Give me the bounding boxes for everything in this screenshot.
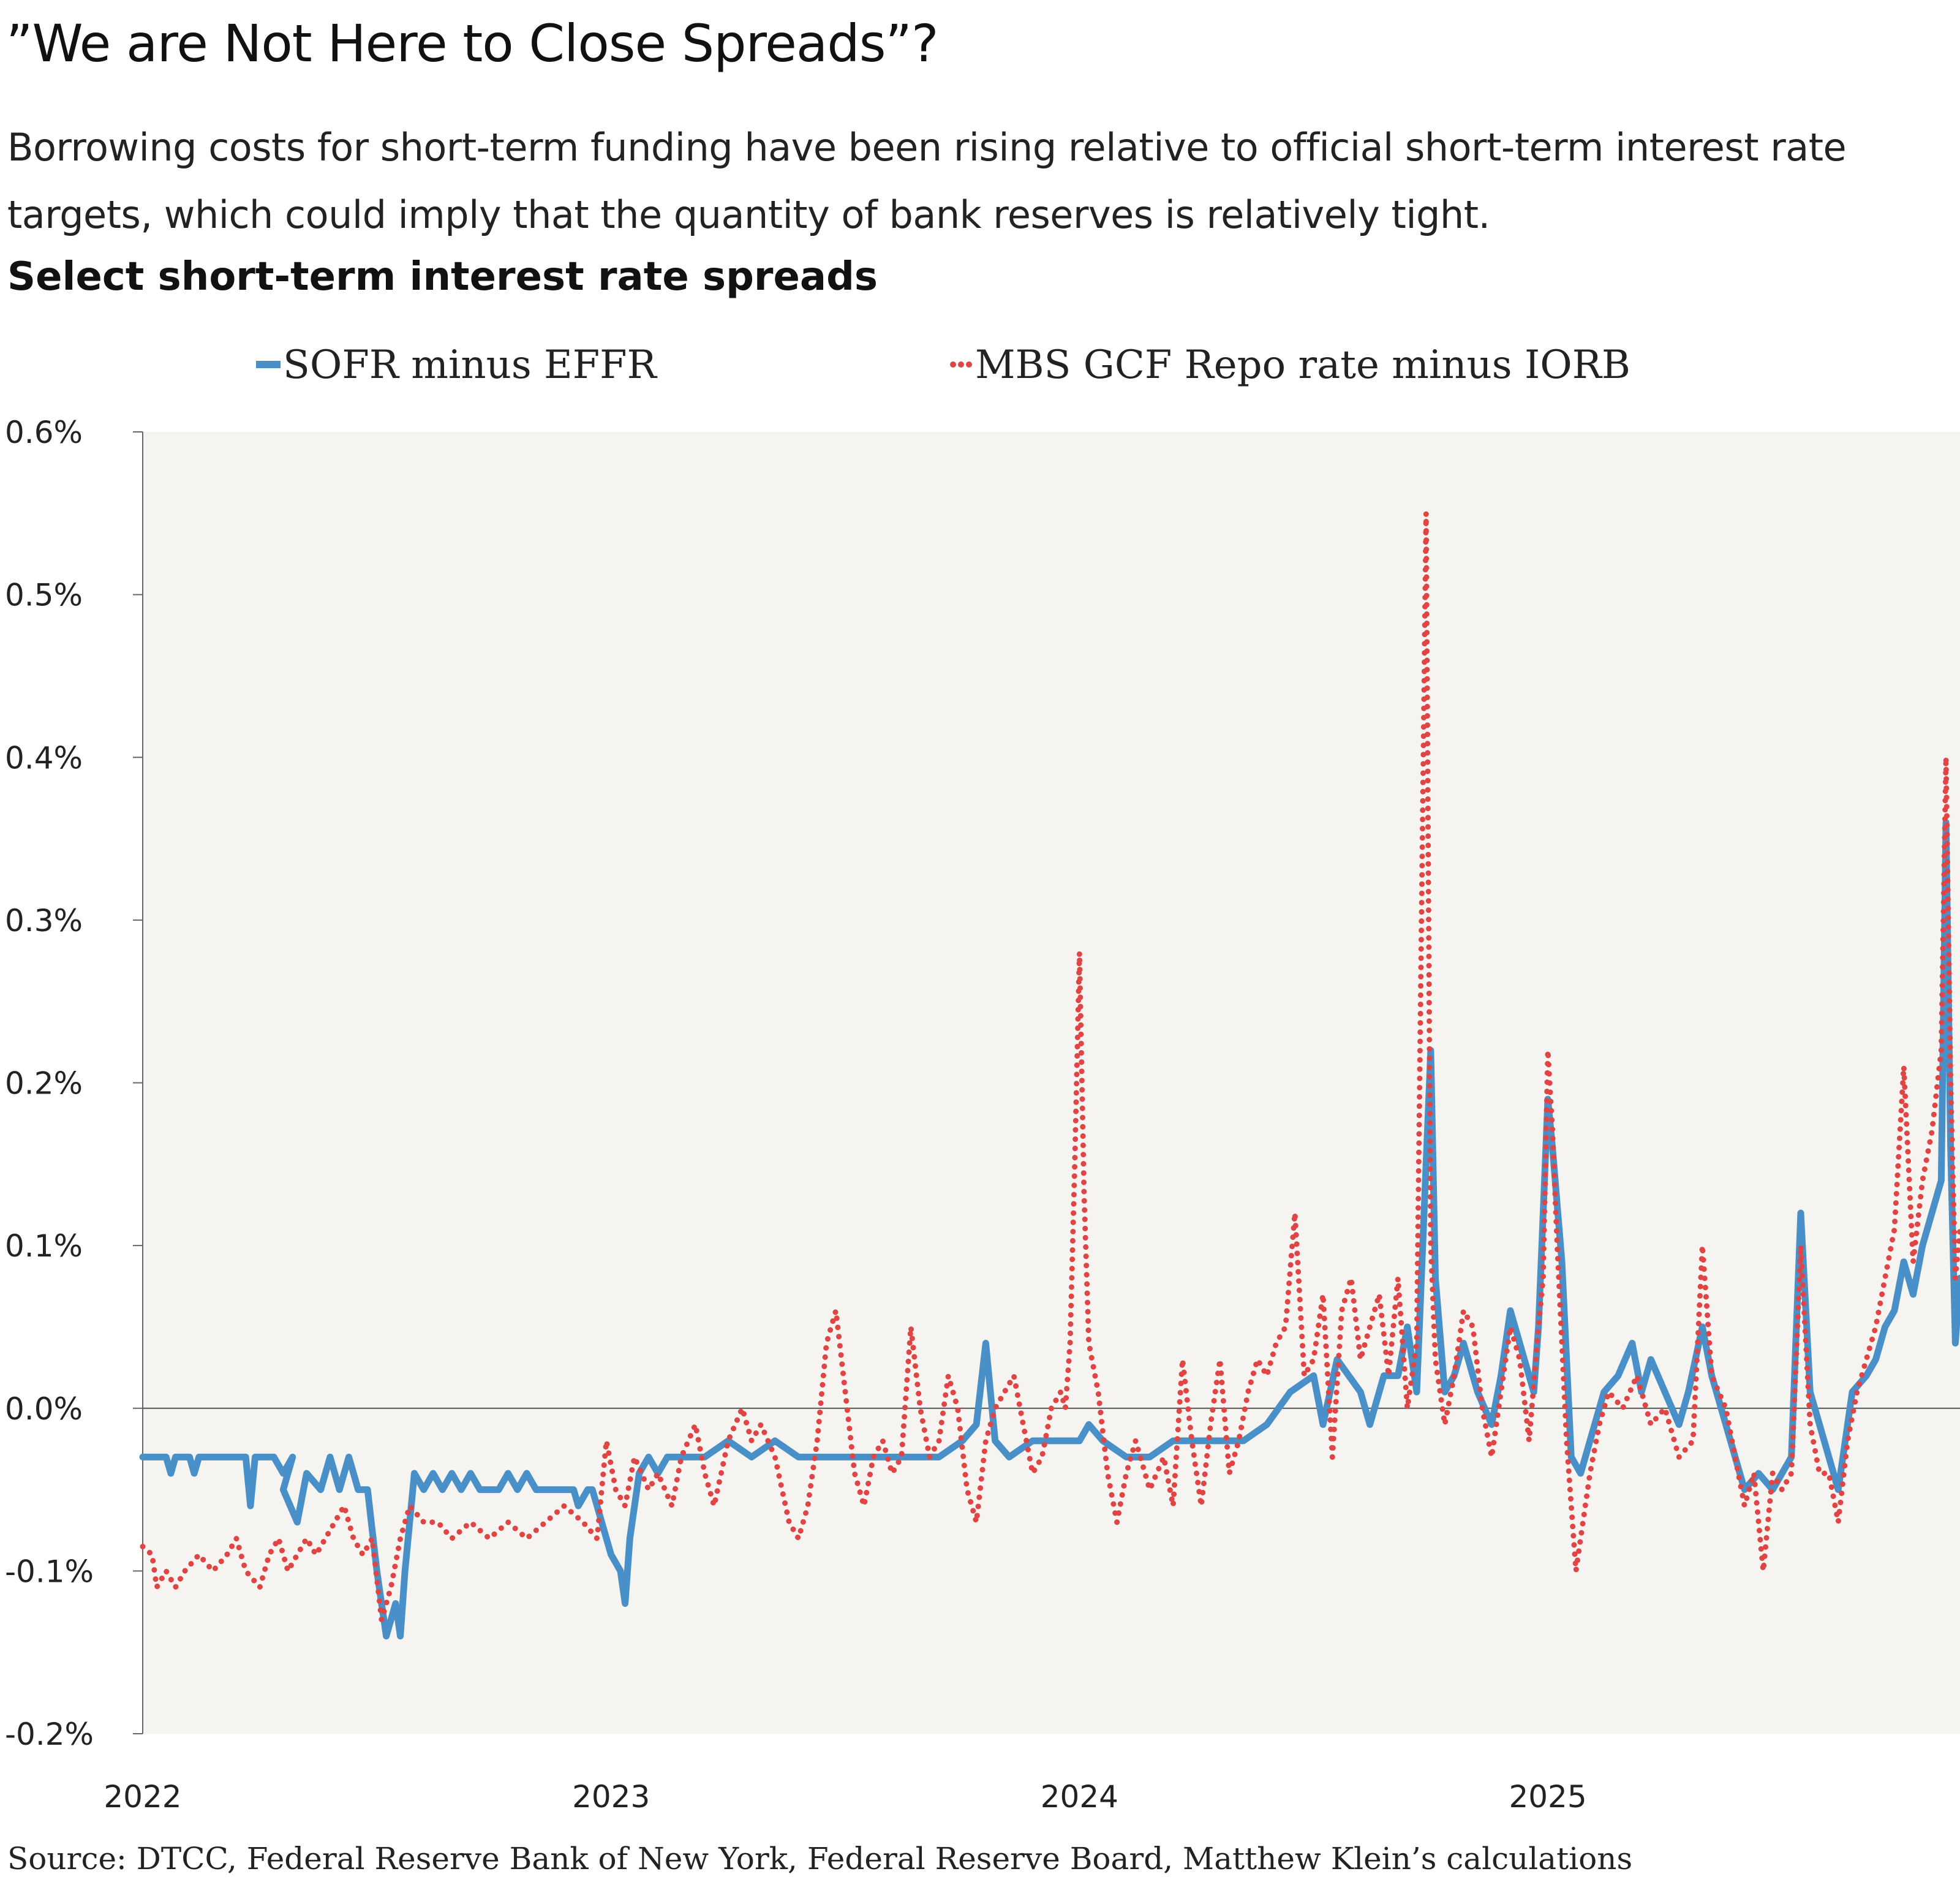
page-title: ”We are Not Here to Close Spreads”? bbox=[6, 13, 939, 74]
y-axis: 0.6% 0.5% 0.4% 0.3% 0.2% 0.1% 0.0% -0.1% -0.2% bbox=[5, 415, 1960, 1752]
x-axis: 2022 2023 2024 2025 bbox=[104, 1779, 1586, 1815]
y-tick-label: 0.0% bbox=[5, 1391, 83, 1427]
chart: SOFR minus EFFR MBS GCF Repo rate minus … bbox=[5, 342, 1960, 1815]
chart-title: Select short-term interest rate spreads bbox=[7, 254, 878, 300]
y-tick-label: 0.6% bbox=[5, 415, 83, 450]
y-tick-label: -0.1% bbox=[5, 1554, 94, 1589]
y-tick-label: -0.2% bbox=[5, 1717, 94, 1752]
y-tick-label: 0.2% bbox=[5, 1066, 83, 1101]
x-tick-label: 2022 bbox=[104, 1779, 181, 1815]
y-tick-label: 0.5% bbox=[5, 578, 83, 613]
y-tick-label: 0.1% bbox=[5, 1228, 83, 1264]
y-tick-label: 0.3% bbox=[5, 903, 83, 939]
series-line-mbs bbox=[140, 510, 1960, 1623]
subtitle: Borrowing costs for short-term funding h… bbox=[7, 125, 1847, 237]
x-tick-label: 2023 bbox=[572, 1779, 650, 1815]
series-line-sofr bbox=[139, 819, 1960, 1640]
series-mbs-gcf-repo-minus-iorb bbox=[140, 510, 1960, 1623]
y-tick-label: 0.4% bbox=[5, 740, 83, 776]
legend-swatch-mbs bbox=[950, 361, 972, 368]
legend: SOFR minus EFFR MBS GCF Repo rate minus … bbox=[256, 342, 1630, 388]
legend-label-sofr: SOFR minus EFFR bbox=[283, 342, 658, 388]
x-tick-label: 2024 bbox=[1041, 1779, 1118, 1815]
source-note: Source: DTCC, Federal Reserve Bank of Ne… bbox=[7, 1841, 1633, 1876]
plot-area bbox=[143, 432, 1960, 1734]
x-tick-label: 2025 bbox=[1509, 1779, 1586, 1815]
legend-label-mbs: MBS GCF Repo rate minus IORB bbox=[975, 342, 1630, 388]
series-sofr-minus-effr bbox=[139, 819, 1960, 1640]
